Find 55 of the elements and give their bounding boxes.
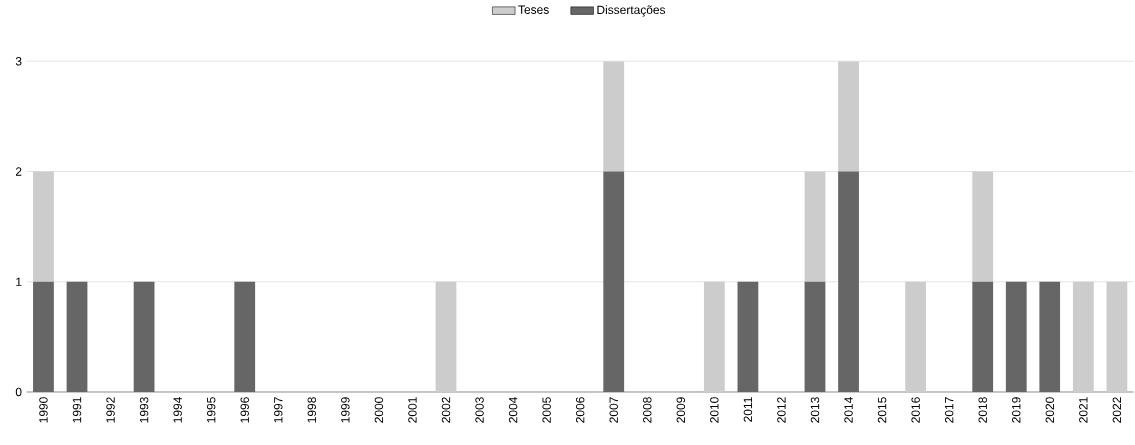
x-tick-label: 1993 [139,397,149,423]
bar [1039,281,1061,392]
legend-label: Teses [518,5,549,14]
bar [33,281,54,392]
bar [804,281,826,392]
x-tick-label: 1995 [206,397,216,423]
bar [133,281,155,392]
x-tick-label: 2011 [743,397,753,422]
bar [603,61,625,172]
x-tick-label: 2020 [1045,396,1055,423]
x-tick-label: 2007 [609,397,618,423]
x-tick-label: 1991 [72,397,82,423]
x-tick-label: 2009 [676,397,686,423]
x-tick-label: 1999 [341,397,350,423]
y-tick-label: 3 [15,56,22,66]
bar [838,171,859,392]
x-tick-label: 2000 [374,396,384,423]
x-tick-label: 2016 [911,397,920,423]
y-tick-label: 1 [16,277,22,286]
x-tick-label: 1994 [173,396,182,423]
bar [1005,281,1027,392]
x-tick-label: 2019 [1012,397,1021,423]
bar [838,61,859,172]
x-tick-label: 1992 [106,397,115,423]
x-tick-label: 2005 [542,397,551,423]
x-tick-label: 2002 [441,397,451,423]
x-tick-label: 2021 [1079,397,1088,423]
bar [33,171,54,282]
x-tick-label: 2001 [408,397,417,423]
y-tick-label: 2 [15,167,22,176]
bar [737,281,759,392]
x-tick-label: 2013 [810,397,820,423]
bar [234,281,256,392]
bar [972,171,994,282]
x-tick-label: 1998 [307,397,317,423]
x-tick-label: 2022 [1112,397,1122,423]
y-tick-label: 0 [15,387,22,397]
x-tick-label: 1990 [39,396,48,423]
x-tick-label: 2004 [508,396,518,423]
x-tick-label: 2018 [978,397,987,423]
bar [804,171,826,282]
x-tick-label: 1997 [274,397,283,423]
legend-label: Dissertações [597,5,666,17]
x-tick-label: 2012 [777,397,786,423]
x-tick-label: 2008 [643,397,652,423]
x-tick-label: 1996 [240,397,249,423]
bar [66,281,88,392]
bar [972,281,994,392]
x-tick-label: 2003 [475,397,484,423]
x-tick-label: 2014 [844,396,853,423]
bar [603,171,625,392]
x-tick-label: 2017 [944,397,954,423]
x-tick-label: 2006 [575,397,585,423]
x-tick-label: 2015 [877,397,887,423]
x-tick-label: 2010 [710,396,719,423]
